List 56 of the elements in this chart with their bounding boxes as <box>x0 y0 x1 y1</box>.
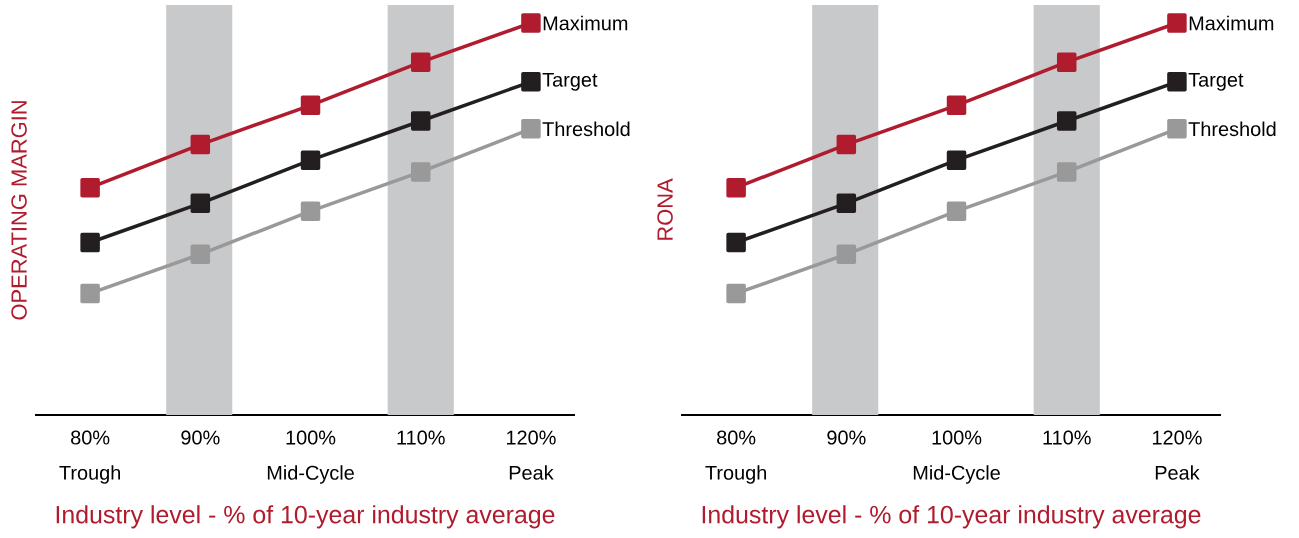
y-axis-title: OPERATING MARGIN <box>11 101 27 320</box>
text: Trough <box>59 465 121 484</box>
point <box>946 95 967 116</box>
point <box>1167 72 1187 92</box>
series-label: Threshold <box>542 121 630 137</box>
point <box>1167 13 1187 33</box>
text: Mid-Cycle <box>913 465 1000 484</box>
x-tick-label: 100% <box>932 430 982 445</box>
point <box>1056 52 1077 72</box>
x-tick-label: 80% <box>71 430 110 445</box>
text: Trough <box>705 465 767 484</box>
point <box>80 283 100 304</box>
x-tick-label: 100% <box>286 430 336 445</box>
x-tick-label: 90% <box>827 430 866 445</box>
point <box>521 119 541 139</box>
series-label: Target <box>1188 72 1244 91</box>
point <box>521 72 541 92</box>
series-label: Threshold <box>1188 121 1276 137</box>
point <box>726 283 746 304</box>
text: Mid-Cycle <box>267 465 354 484</box>
x-tick-label: 120% <box>1152 430 1202 445</box>
point <box>190 244 211 265</box>
point <box>410 52 431 72</box>
point <box>836 244 857 265</box>
x-axis-title: Industry level - % of 10-year industry average <box>702 505 1201 529</box>
point <box>300 201 321 221</box>
point <box>1056 111 1077 131</box>
point <box>410 162 431 182</box>
series-label: Target <box>542 72 598 91</box>
point <box>1056 162 1077 182</box>
point <box>410 111 431 131</box>
point <box>946 201 967 221</box>
point <box>726 177 746 198</box>
point <box>80 177 100 198</box>
y-axis-title: RONA <box>657 178 673 240</box>
point <box>300 150 321 170</box>
series-label: Maximum <box>1189 15 1274 31</box>
x-tick-label: 110% <box>1043 430 1091 445</box>
point <box>946 150 967 170</box>
point <box>1167 119 1187 139</box>
point <box>836 134 857 155</box>
series-label: Maximum <box>543 15 628 31</box>
x-axis-title: Industry level - % of 10-year industry average <box>56 505 555 529</box>
x-tick-label: 110% <box>397 430 445 445</box>
x-tick-label: 90% <box>181 430 220 445</box>
text: Peak <box>1155 465 1200 480</box>
text: Peak <box>509 465 554 480</box>
point <box>190 134 211 155</box>
x-tick-label: 120% <box>506 430 556 445</box>
point <box>836 193 857 214</box>
point <box>190 193 211 214</box>
point <box>521 13 541 33</box>
x-tick-label: 80% <box>717 430 756 445</box>
point <box>80 232 100 253</box>
point <box>726 232 746 253</box>
point <box>300 95 321 116</box>
